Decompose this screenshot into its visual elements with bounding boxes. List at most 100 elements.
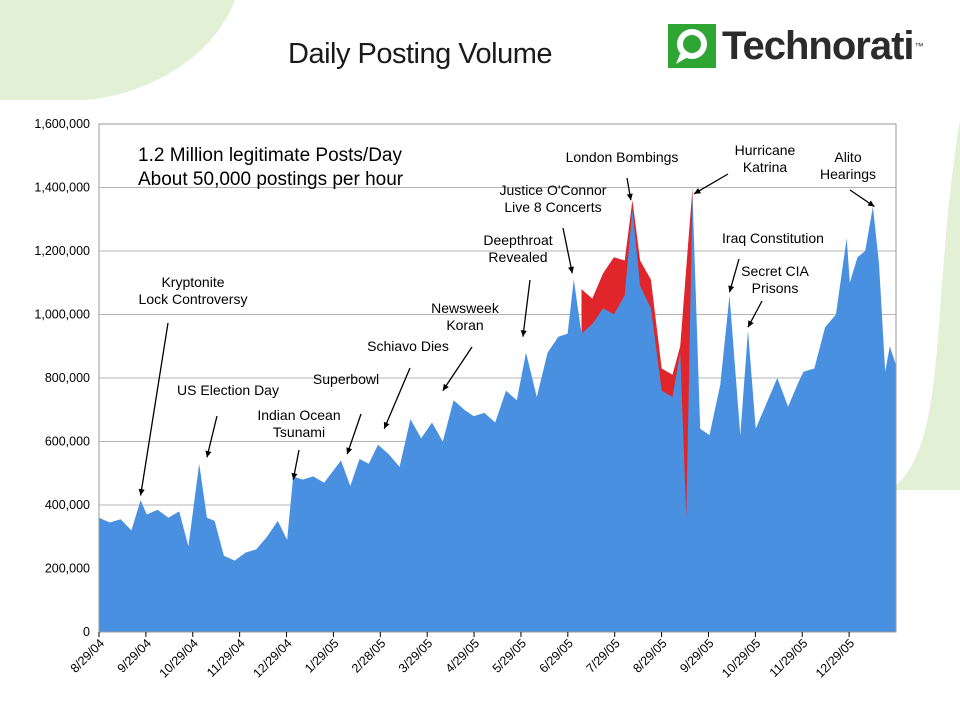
arrowhead [442, 383, 449, 391]
annotation-label: Justice O'Connor [500, 182, 607, 198]
y-tick-label: 800,000 [45, 371, 90, 385]
arrowhead [520, 330, 527, 337]
annotation-arrow [139, 322, 169, 496]
x-tick-label: 10/29/04 [157, 636, 201, 680]
annotation-label: Deepthroat [483, 232, 552, 248]
arrowhead [867, 200, 875, 207]
annotation-label: Secret CIA [741, 263, 809, 279]
y-tick-label: 1,600,000 [34, 117, 90, 131]
y-tick-label: 1,400,000 [34, 181, 90, 195]
arrowhead [383, 421, 390, 429]
annotation-label: Newsweek [431, 300, 500, 316]
y-tick-label: 0 [83, 625, 90, 639]
headline-line: About 50,000 postings per hour [138, 169, 404, 190]
annotation-label: Koran [446, 317, 483, 333]
top-left-swoosh [0, 0, 235, 100]
x-tick-labels: 8/29/04 9/29/04 10/29/04 11/29/04 12/29/04 1/… [68, 636, 858, 680]
page-title: Daily Posting Volume [288, 38, 553, 70]
x-tick-label: 1/29/05 [302, 636, 341, 675]
technorati-logo: Technorati ™ [668, 22, 924, 70]
annotation: US Election Day [177, 382, 279, 458]
x-tick-label: 2/28/05 [349, 636, 388, 675]
y-tick-labels: 0 200,000 400,000 600,000 800,000 1,000,000 1,… [34, 117, 90, 639]
y-tick-label: 1,000,000 [34, 308, 90, 322]
axes [98, 123, 897, 637]
annotation-label: Revealed [488, 249, 547, 265]
x-tick-label: 6/29/05 [537, 636, 576, 675]
x-tick-label: 4/29/05 [443, 636, 482, 675]
x-tick-label: 9/29/05 [677, 636, 716, 675]
annotation-arrow [522, 279, 531, 337]
arrowhead [694, 188, 702, 194]
annotation-label: Tsunami [273, 424, 325, 440]
annotation: London Bombings [566, 149, 679, 201]
x-tick-label: 9/29/04 [115, 636, 154, 675]
arrowhead [748, 320, 754, 328]
annotation-label: Schiavo Dies [367, 338, 449, 354]
x-tick-label: 3/29/05 [396, 636, 435, 675]
x-tick-label: 10/29/05 [719, 636, 763, 680]
technorati-logo-icon [668, 24, 716, 68]
annotation-label: Live 8 Concerts [504, 199, 601, 215]
annotation-label: Katrina [743, 159, 788, 175]
annotation-arrow [383, 367, 411, 430]
annotation-label: Prisons [752, 280, 799, 296]
annotation-arrow [442, 346, 473, 392]
annotation-label: Superbowl [313, 371, 379, 387]
annotation-arrow [562, 227, 573, 274]
arrowhead [626, 193, 633, 201]
annotation-label: Kryptonite [161, 274, 224, 290]
annotation-label: Hurricane [735, 142, 796, 158]
posting-volume-area [99, 193, 896, 633]
arrowhead [568, 266, 574, 274]
arrowhead [291, 472, 298, 480]
annotation: Schiavo Dies [367, 338, 449, 430]
plot-area [99, 187, 896, 633]
x-tick-label: 5/29/05 [490, 636, 529, 675]
arrowhead [728, 285, 735, 293]
x-tick-label: 7/29/05 [583, 636, 622, 675]
annotation-label: Indian Ocean [257, 407, 340, 423]
annotation-label: London Bombings [566, 149, 679, 165]
x-tick-label: 8/29/04 [68, 636, 107, 675]
x-tick-label: 8/29/05 [630, 636, 669, 675]
annotation-label: Hearings [820, 166, 876, 182]
y-tick-label: 600,000 [45, 435, 90, 449]
y-tick-label: 400,000 [45, 498, 90, 512]
right-swoosh [890, 120, 960, 490]
annotation-arrow [346, 413, 362, 455]
y-tick-label: 200,000 [45, 562, 90, 576]
x-tick-label: 12/29/05 [813, 636, 857, 680]
plot-border [98, 123, 897, 633]
x-tick-label: 12/29/04 [250, 636, 294, 680]
annotation-arrow [206, 415, 218, 458]
annotation: Iraq Constitution [722, 230, 824, 293]
x-tick-label: 11/29/05 [767, 636, 811, 680]
y-tick-label: 1,200,000 [34, 244, 90, 258]
annotation-arrow [693, 173, 729, 195]
posting-volume-chart: 0 200,000 400,000 600,000 800,000 1,000,000 1,… [34, 117, 897, 681]
annotation-label: Alito [834, 149, 861, 165]
annotation-label: Iraq Constitution [722, 230, 824, 246]
annotation: Superbowl [313, 371, 379, 455]
arrowhead [205, 450, 212, 458]
x-tick-label: 11/29/04 [204, 636, 248, 680]
logo-trademark: ™ [914, 41, 924, 51]
logo-wordmark: Technorati [722, 23, 915, 68]
chart-headline: 1.2 Million legitimate Posts/Day About 50… [138, 145, 404, 190]
arrowhead [346, 447, 353, 455]
annotation-label: US Election Day [177, 382, 279, 398]
annotation-label: Lock Controversy [139, 291, 248, 307]
arrowhead [138, 488, 145, 496]
